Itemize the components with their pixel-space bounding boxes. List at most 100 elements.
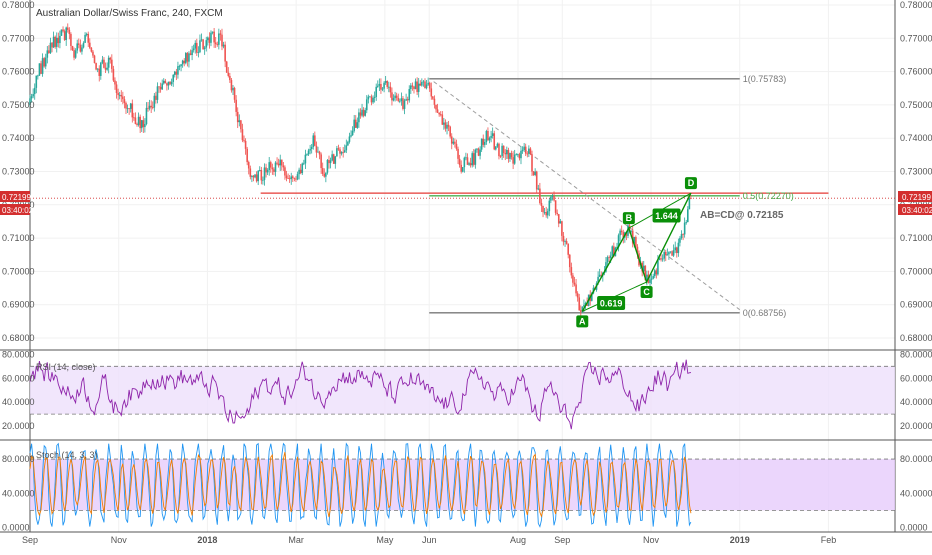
candle-body	[62, 29, 64, 32]
price-tick-right: 0.68000	[900, 333, 932, 343]
candle-body	[30, 96, 33, 99]
candle-body	[142, 120, 145, 128]
candle-body	[408, 89, 411, 101]
candle-body	[136, 123, 138, 125]
pattern-point-c-label: C	[643, 287, 650, 297]
candle-body	[452, 141, 455, 144]
candle-body	[482, 138, 485, 145]
candle-body	[362, 109, 365, 116]
pattern-ratio-box	[652, 208, 681, 223]
indicator-tick-left: 40.0000	[2, 397, 35, 407]
candle-body	[674, 247, 677, 251]
candle-body	[292, 176, 294, 178]
current-price-left: 0.72199	[2, 193, 31, 202]
candle-body	[444, 122, 447, 129]
candle-body	[84, 34, 86, 43]
candle-body	[644, 265, 647, 281]
candle-body	[680, 234, 683, 239]
candle-body	[107, 57, 110, 68]
candle-body	[502, 145, 505, 154]
candle-body	[688, 197, 691, 210]
candle-body	[591, 293, 593, 301]
candle-body	[436, 109, 439, 113]
candle-body	[616, 247, 618, 248]
candle-body	[461, 167, 464, 172]
drawings-back	[30, 78, 895, 314]
candle-body	[485, 131, 488, 143]
candle-body	[158, 86, 160, 88]
candle-body	[137, 116, 140, 125]
candle-body	[488, 137, 491, 141]
candle-body	[140, 120, 143, 129]
candle-body	[32, 94, 34, 97]
dashed-trendline	[433, 81, 741, 311]
candle-body	[575, 284, 577, 294]
candle-body	[480, 138, 483, 150]
candle-body	[235, 99, 237, 112]
candle-body	[381, 88, 384, 90]
candle-body	[77, 43, 80, 45]
candle-body	[386, 81, 389, 87]
candle-body	[465, 157, 467, 159]
candle-body	[564, 241, 566, 242]
candle-body	[433, 98, 436, 105]
candle-body	[559, 221, 562, 224]
candle-body	[277, 163, 280, 166]
candle-body	[173, 71, 176, 75]
indicator-tick-left: 80.0000	[2, 454, 35, 464]
candle-body	[367, 96, 370, 100]
pattern-point-a-label: A	[579, 316, 586, 326]
candle-body	[395, 95, 398, 98]
candle-body	[183, 60, 186, 64]
candle-body	[251, 175, 253, 177]
candle-body	[586, 303, 588, 306]
candle-body	[196, 42, 198, 53]
candle-body	[134, 117, 137, 124]
candle-body	[518, 154, 521, 159]
candle-body	[82, 42, 85, 48]
candle-body	[48, 50, 50, 54]
candle-body	[517, 154, 519, 156]
candle-body	[663, 251, 665, 259]
candle-body	[416, 81, 418, 92]
drawings-front[interactable]: 1(0.75783) 0.5(0.72270) 0(0.68756) A B C D 0.61…	[576, 74, 794, 328]
candle-body	[348, 136, 351, 142]
candle-body	[203, 47, 206, 50]
candle-body	[430, 88, 433, 97]
candle-body	[177, 66, 179, 75]
candle-body	[238, 120, 241, 123]
candle-body	[397, 97, 400, 101]
candle-body	[155, 95, 157, 100]
pattern-ratio-label: 0.619	[600, 299, 623, 309]
candle-body	[350, 135, 352, 137]
candle-body	[579, 310, 582, 312]
candle-body	[425, 84, 428, 89]
candle-body	[468, 163, 470, 165]
grid	[29, 0, 895, 532]
candle-body	[567, 243, 570, 255]
candle-body	[290, 176, 293, 180]
candle-body	[496, 143, 499, 147]
price-tick-right: 0.69000	[900, 300, 932, 310]
candle-body	[378, 83, 381, 86]
candle-body	[649, 279, 651, 283]
candle-body	[613, 246, 615, 257]
candle-body	[557, 214, 560, 224]
candle-body	[41, 58, 44, 74]
candle-body	[405, 99, 407, 101]
candle-body	[499, 156, 502, 157]
candle-body	[498, 143, 500, 157]
candle-body	[233, 87, 236, 100]
candle-body	[572, 275, 574, 283]
candle-body	[427, 82, 429, 85]
candle-body	[100, 62, 102, 76]
candle-body	[345, 145, 348, 151]
candle-body	[76, 43, 79, 51]
candle-body	[455, 143, 458, 149]
indicator-tick-right: 40.0000	[900, 397, 932, 407]
candle-body	[463, 157, 466, 168]
candle-body	[122, 96, 124, 100]
candle-body	[117, 92, 119, 96]
candle-body	[454, 141, 456, 144]
